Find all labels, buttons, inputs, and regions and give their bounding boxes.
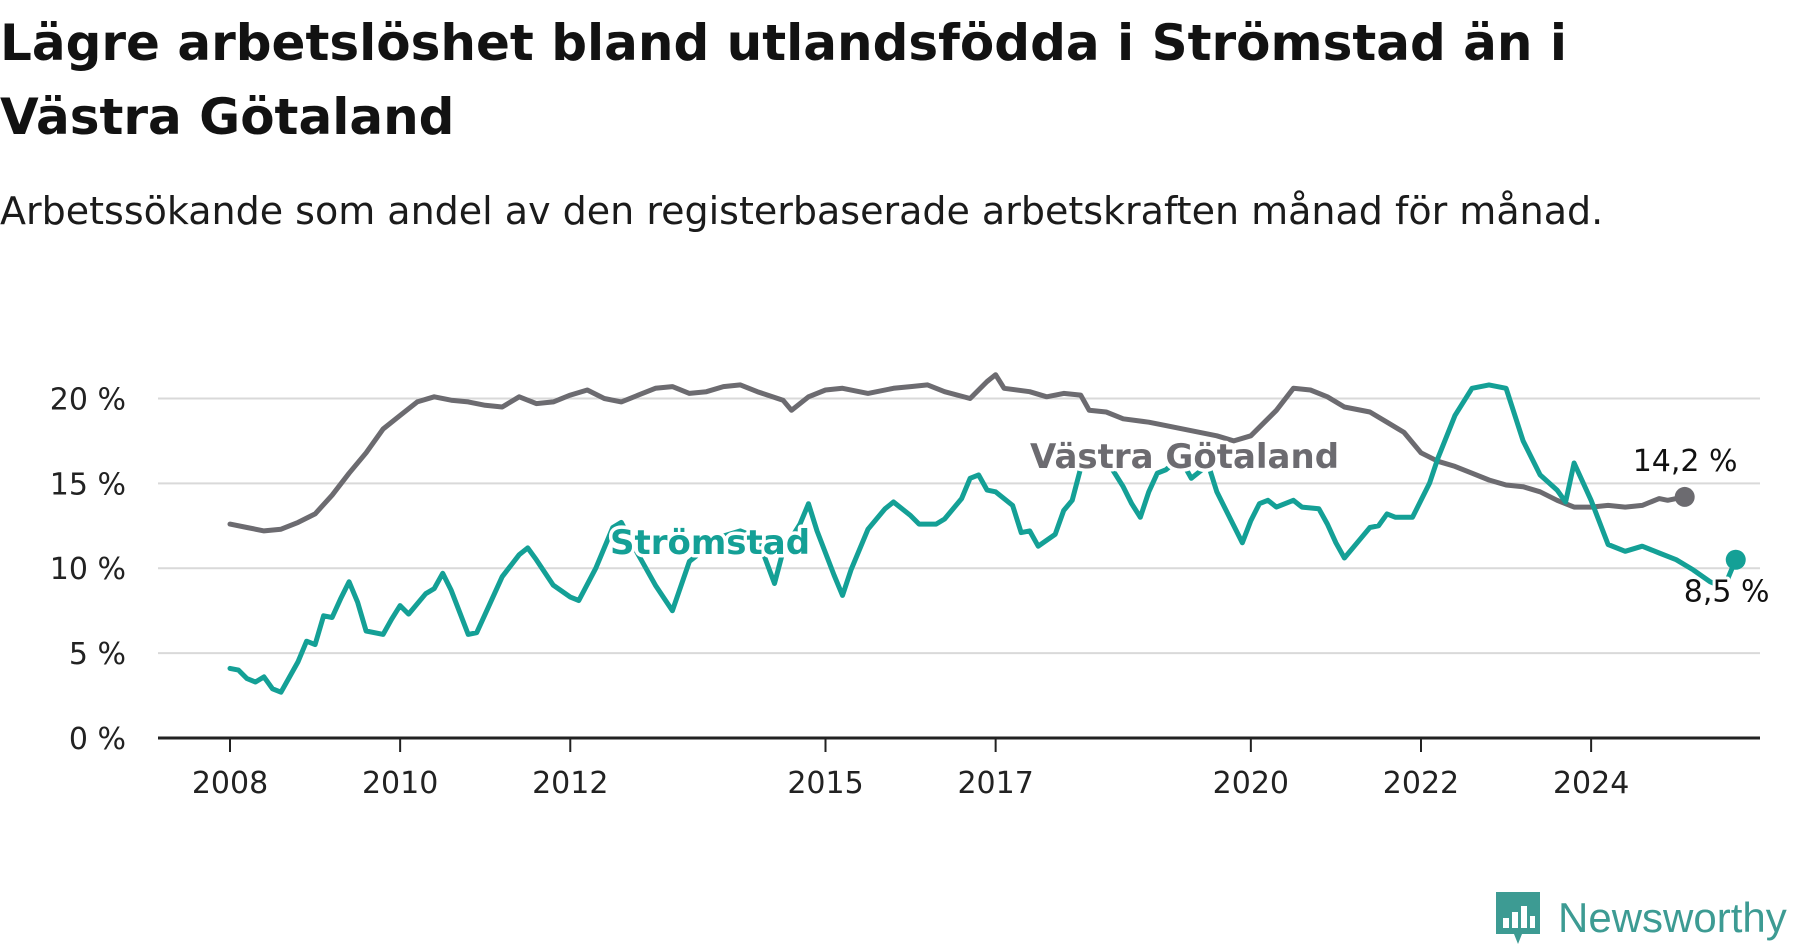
x-tick-label: 2024: [1553, 766, 1629, 801]
y-tick-label: 5 %: [69, 637, 126, 672]
x-tick-label: 2008: [192, 766, 268, 801]
y-tick-label: 20 %: [50, 382, 126, 417]
y-tick-label: 0 %: [69, 722, 126, 757]
x-tick-label: 2015: [787, 766, 863, 801]
series-labels: 14,2 % Västra Götaland 8,5 % Strömstad: [607, 434, 1773, 613]
x-tick-label: 2017: [957, 766, 1033, 801]
x-axis: 2008 2010 2012 2015 2017 2020 2022 2024: [158, 736, 1760, 801]
x-tick-label: 2010: [362, 766, 438, 801]
newsworthy-logo: Newsworthy: [1492, 888, 1787, 948]
series-end-point: [1674, 486, 1695, 507]
x-tick-label: 2020: [1213, 766, 1289, 801]
series-end-label: 14,2 %: [1633, 444, 1738, 479]
x-tick-label: 2012: [532, 766, 608, 801]
newsworthy-chart-icon: [1496, 892, 1540, 944]
y-axis-ticks: 0 % 5 % 10 % 15 % 20 %: [50, 382, 126, 757]
series-lines: [227, 372, 1746, 695]
chart-subtitle: Arbetssökande som andel av den registerb…: [0, 189, 1604, 233]
x-tick-label: 2022: [1383, 766, 1459, 801]
series-name-label: Västra Götaland: [1030, 437, 1339, 477]
y-tick-label: 15 %: [50, 467, 126, 502]
brand-name: Newsworthy: [1558, 894, 1787, 941]
series-line-stromstad: [227, 382, 1739, 695]
series-end-label: 8,5 %: [1684, 575, 1770, 610]
chart-title: Lägre arbetslöshet bland utlandsfödda i …: [0, 14, 1568, 146]
y-tick-label: 10 %: [50, 552, 126, 587]
series-end-point: [1725, 549, 1746, 570]
series-name-label: Strömstad: [610, 523, 810, 563]
series-line-vastra-gotaland: [227, 372, 1688, 534]
